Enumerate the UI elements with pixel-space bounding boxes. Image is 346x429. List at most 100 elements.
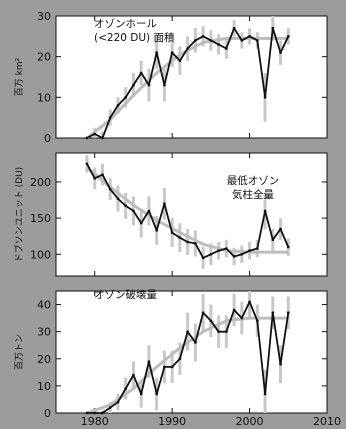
data-point [163,202,166,205]
data-point [124,387,127,390]
x-tick-label: 2000 [236,415,264,428]
plot-area [55,15,328,139]
data-point [256,247,259,250]
data-point [170,51,174,54]
data-point [209,252,213,256]
data-point [263,392,267,396]
data-point [209,39,213,42]
data-point [256,319,259,323]
y-tick-label: 0 [44,132,51,145]
data-point [279,362,282,366]
data-point [139,221,143,225]
data-point [263,96,267,99]
data-point [279,227,282,231]
data-point [240,252,244,256]
panel-label: (<220 DU) 面積 [94,31,175,44]
data-point [256,39,259,42]
data-point [286,311,290,314]
data-point [286,35,290,38]
data-point [248,300,251,304]
chart-panel-1: 0 10 20 30 百万 km² オゾンホール(<220 DU) 面積 [14,10,328,145]
data-point [155,229,158,232]
data-point [201,311,205,314]
data-point [147,83,151,87]
y-tick-label: 30 [37,326,51,339]
y-tick-label: 10 [37,380,51,393]
y-axis-label: 百万 km² [14,57,25,96]
data-point [147,209,151,213]
data-point [194,39,197,42]
data-point [225,247,228,250]
x-tick-label: 1980 [81,415,109,428]
data-point [178,357,182,361]
data-point [201,256,205,260]
data-point [101,173,104,177]
data-point [209,319,213,323]
y-tick-label: 100 [30,248,51,261]
data-point [240,39,244,42]
data-point [124,204,127,208]
data-point [132,373,135,377]
panel-label: オゾンホール [94,18,157,30]
data-point [170,231,174,234]
data-point [201,35,205,38]
data-point [147,360,151,363]
x-tick-label: 1990 [158,415,186,428]
data-point [93,411,97,415]
data-point [279,51,282,54]
data-point [186,47,189,50]
y-tick-label: 30 [37,10,51,23]
data-point [93,132,97,136]
y-tick-label: 200 [30,176,51,189]
data-point [116,104,120,107]
data-point [85,162,89,166]
data-point [132,209,135,213]
y-tick-label: 40 [37,299,51,312]
data-point [108,187,112,191]
data-point [139,392,143,396]
trend-line [86,166,289,254]
data-point [225,47,228,50]
data-point [108,116,112,119]
y-axis-label: 百万トン [14,334,25,370]
chart-panel-3: 0 10 20 30 40 1980 1990 2000 2010 百万トン オゾン破壊量 [14,288,341,428]
data-point [217,249,220,252]
data-point [116,197,120,200]
x-tick-label: 2010 [313,415,341,428]
data-point [93,177,97,180]
data-point [194,341,197,344]
data-point [124,96,127,99]
data-point [271,311,275,314]
data-point [217,330,220,333]
data-point [271,26,275,30]
panel-label: 気柱全量 [232,188,274,201]
plot-area [55,290,328,414]
data-point [232,255,236,258]
data-point [163,83,166,87]
data-point [232,26,236,30]
y-tick-label: 20 [37,353,51,366]
data-point [186,240,189,244]
y-tick-label: 20 [37,51,51,64]
data-point [217,43,220,46]
data-point [155,51,158,54]
panel-label: オゾン破壊量 [94,288,157,301]
data-point [248,35,251,38]
data-point [139,71,143,75]
data-point [194,242,197,245]
data-point [232,308,236,312]
data-point [132,83,135,87]
data-point [286,245,290,249]
y-tick-label: 10 [37,91,51,104]
y-tick-label: 0 [44,407,51,420]
plot-area [55,152,328,277]
data-point [178,59,182,63]
y-axis-label: ドブソンユニット (DU) [13,167,25,262]
y-tick-label: 150 [30,212,51,225]
data-point [225,330,228,333]
trend-line [86,36,289,140]
data-point [186,330,189,333]
data-point [263,209,267,213]
